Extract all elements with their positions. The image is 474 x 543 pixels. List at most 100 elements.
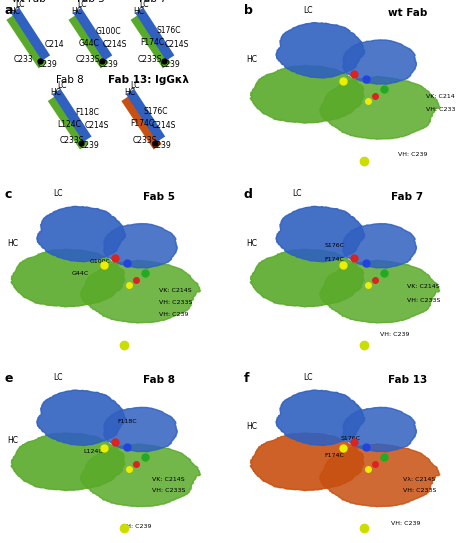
Text: HC: HC — [7, 436, 18, 445]
Text: C233: C233 — [13, 55, 33, 64]
Text: c: c — [5, 188, 12, 201]
Text: Fab 7: Fab 7 — [391, 192, 423, 201]
Text: b: b — [244, 4, 253, 17]
Polygon shape — [343, 407, 416, 452]
Polygon shape — [319, 77, 440, 139]
Text: C214S: C214S — [103, 40, 127, 49]
Text: G44C: G44C — [72, 271, 89, 276]
Text: VK: C214S: VK: C214S — [407, 285, 440, 289]
Text: HC: HC — [9, 7, 20, 16]
Polygon shape — [250, 433, 364, 490]
Text: HC: HC — [124, 89, 135, 98]
Text: F174C: F174C — [131, 119, 155, 128]
Text: F174C: F174C — [324, 453, 344, 458]
Text: VH: C233S: VH: C233S — [159, 300, 192, 305]
Polygon shape — [37, 390, 126, 445]
Text: C239: C239 — [80, 141, 100, 150]
Polygon shape — [343, 224, 416, 268]
Text: LC: LC — [16, 0, 25, 9]
Polygon shape — [104, 407, 177, 452]
Text: Fab 7: Fab 7 — [139, 0, 167, 4]
Text: C233S: C233S — [133, 136, 157, 145]
Text: C214S: C214S — [165, 40, 189, 49]
Text: LC: LC — [304, 373, 313, 382]
Text: C233S: C233S — [59, 136, 84, 145]
Polygon shape — [37, 206, 126, 262]
Text: Fab 8: Fab 8 — [143, 375, 175, 386]
Polygon shape — [81, 444, 201, 507]
Text: HC: HC — [246, 422, 257, 431]
Text: HC: HC — [246, 55, 257, 64]
Text: Fab 5: Fab 5 — [77, 0, 105, 4]
Text: VH: C233S: VH: C233S — [152, 489, 185, 494]
Text: LC: LC — [53, 190, 63, 198]
Text: LC: LC — [53, 373, 63, 382]
Polygon shape — [319, 260, 440, 323]
Text: C233S: C233S — [75, 55, 100, 64]
Text: S176C: S176C — [324, 243, 345, 249]
Polygon shape — [343, 40, 416, 84]
Text: HC: HC — [50, 89, 61, 98]
Text: G44C: G44C — [79, 39, 100, 48]
Text: S176C: S176C — [340, 435, 361, 441]
Text: VH: C239: VH: C239 — [398, 151, 428, 156]
Text: G100C: G100C — [96, 27, 122, 36]
Text: VH: C233: VH: C233 — [426, 108, 455, 112]
Text: Fab 8: Fab 8 — [56, 75, 84, 85]
Text: d: d — [244, 188, 253, 201]
Text: C214S: C214S — [84, 121, 109, 130]
Polygon shape — [250, 66, 364, 123]
Text: Fab 13: Fab 13 — [388, 375, 427, 386]
Polygon shape — [104, 224, 177, 268]
Text: F174C: F174C — [324, 257, 344, 262]
Text: LC: LC — [140, 0, 149, 9]
Text: F118C: F118C — [75, 109, 99, 117]
Text: F118C: F118C — [118, 419, 137, 424]
Text: LC: LC — [304, 5, 313, 15]
Text: wt Fab: wt Fab — [388, 8, 427, 18]
Text: L124C: L124C — [83, 449, 103, 454]
Text: HC: HC — [7, 239, 18, 248]
Polygon shape — [11, 249, 125, 307]
Polygon shape — [276, 390, 365, 445]
Polygon shape — [11, 433, 125, 490]
Text: LC: LC — [130, 81, 140, 90]
Text: a: a — [5, 4, 13, 17]
Text: VK: C214S: VK: C214S — [152, 477, 184, 482]
Text: Fab 13: IgGκλ: Fab 13: IgGκλ — [108, 75, 189, 85]
Text: C214: C214 — [45, 40, 64, 49]
Text: VK: C214S: VK: C214S — [159, 288, 191, 293]
Text: VH: C233S: VH: C233S — [402, 489, 436, 494]
Text: G100C: G100C — [90, 259, 110, 264]
Text: C214S: C214S — [151, 121, 176, 130]
Polygon shape — [250, 249, 364, 307]
Text: C233S: C233S — [137, 55, 162, 64]
Polygon shape — [276, 206, 365, 262]
Text: HC: HC — [133, 7, 144, 16]
Text: VH: C239: VH: C239 — [380, 332, 409, 337]
Text: C239: C239 — [151, 141, 171, 150]
Text: C239: C239 — [160, 60, 180, 69]
Text: HC: HC — [71, 7, 82, 16]
Text: e: e — [5, 372, 13, 385]
Text: wt Fab: wt Fab — [12, 0, 46, 4]
Polygon shape — [81, 260, 201, 323]
Text: VK: C214: VK: C214 — [426, 94, 455, 99]
Text: L124C: L124C — [57, 120, 81, 129]
Text: Vλ: C214S: Vλ: C214S — [402, 477, 435, 482]
Text: HC: HC — [246, 239, 257, 248]
Text: VH: C239: VH: C239 — [122, 524, 152, 529]
Text: VH: C233S: VH: C233S — [407, 298, 441, 303]
Text: C239: C239 — [99, 60, 118, 69]
Text: S176C: S176C — [144, 108, 168, 116]
Text: VH: C239: VH: C239 — [159, 312, 188, 317]
Text: Fab 5: Fab 5 — [143, 192, 175, 201]
Text: LC: LC — [57, 81, 66, 90]
Text: C239: C239 — [37, 60, 57, 69]
Text: F174C: F174C — [140, 38, 164, 47]
Text: LC: LC — [292, 190, 302, 198]
Text: S176C: S176C — [157, 26, 182, 35]
Polygon shape — [276, 23, 365, 78]
Polygon shape — [319, 444, 440, 507]
Text: LC: LC — [78, 0, 87, 9]
